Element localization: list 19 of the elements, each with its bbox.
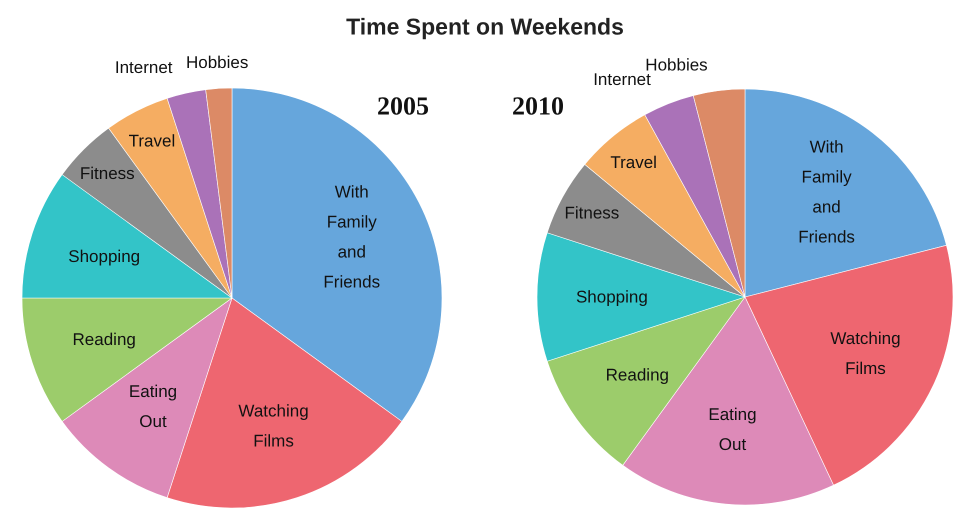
- slice-label: Watching Films: [238, 401, 309, 450]
- text: 2010: [512, 92, 564, 120]
- slice-label: Eating Out: [708, 405, 757, 454]
- text: 2005: [377, 92, 429, 120]
- slice-label: Hobbies: [186, 52, 248, 72]
- slice-label: With Family and Friends: [323, 182, 380, 292]
- slice-label: Shopping: [68, 246, 140, 266]
- slice-label: Fitness: [80, 164, 135, 183]
- slice-label: With Family and Friends: [798, 137, 855, 246]
- slice-label: Travel: [610, 152, 657, 172]
- slice-label: Reading: [606, 366, 669, 385]
- chart-title: Time Spent on Weekends: [346, 14, 624, 40]
- slice-label: Watching Films: [830, 329, 901, 378]
- slice-label: Shopping: [576, 288, 648, 306]
- slice-label: Eating Out: [128, 382, 178, 432]
- slice-label: Travel: [128, 131, 176, 150]
- slice-label: Reading: [72, 330, 136, 350]
- slice-label: Fitness: [564, 203, 620, 222]
- slice-label: Internet: [114, 58, 173, 78]
